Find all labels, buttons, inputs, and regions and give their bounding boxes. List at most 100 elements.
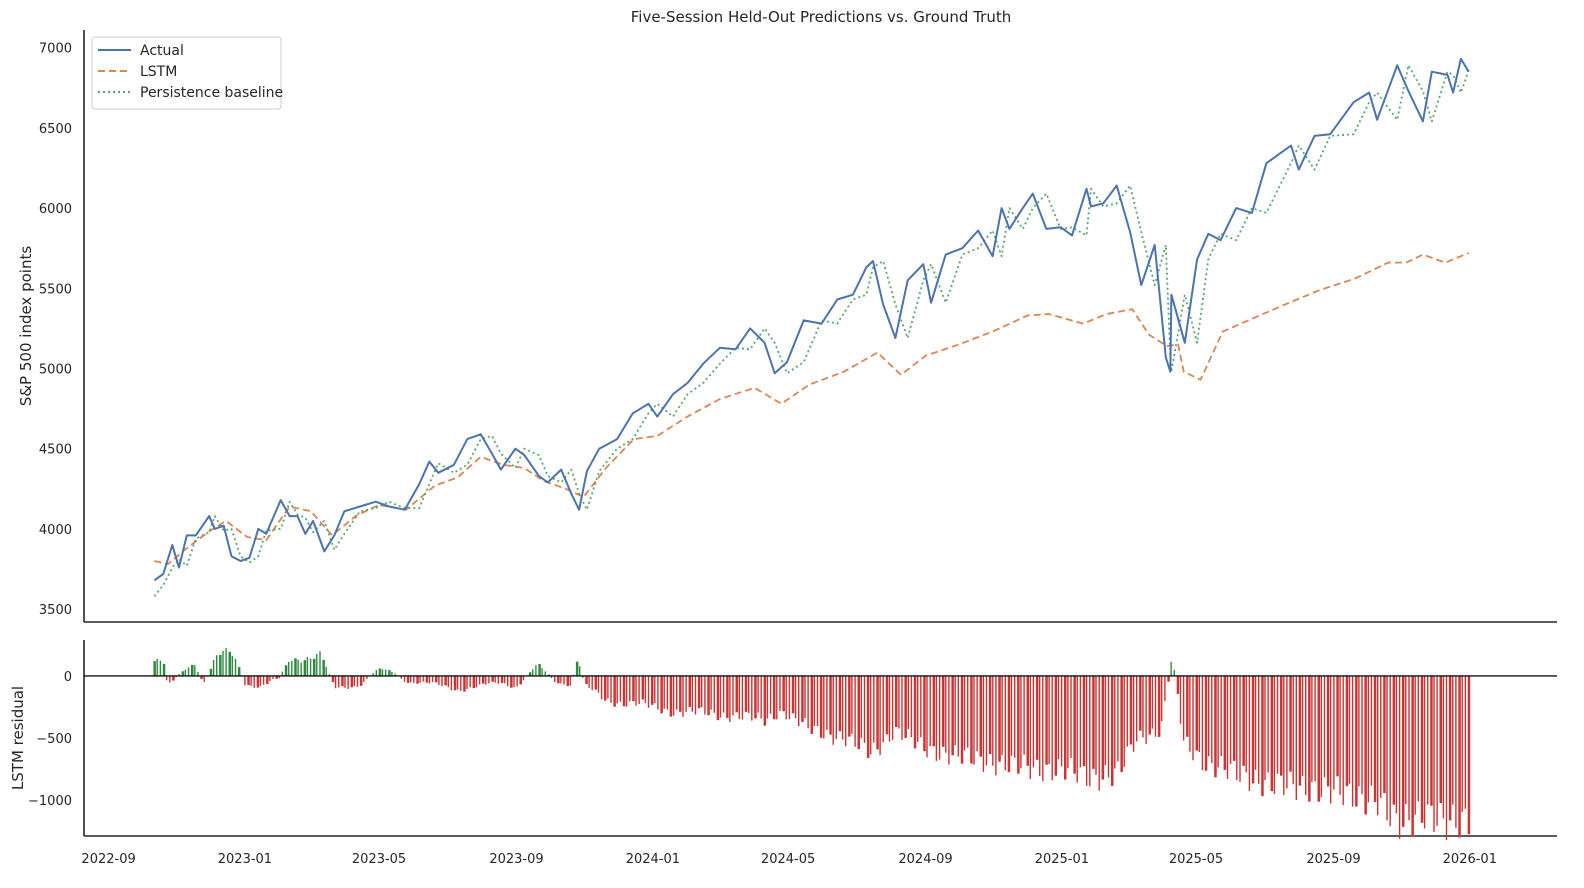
residual-bar — [739, 676, 740, 719]
residual-bar — [657, 676, 658, 710]
residual-bar — [416, 676, 419, 684]
residual-bar — [623, 676, 626, 706]
residual-bar — [1155, 676, 1156, 737]
residual-bar — [1005, 676, 1006, 770]
residual-bar — [247, 676, 250, 685]
residual-bar — [225, 648, 226, 676]
residual-bar — [679, 676, 682, 712]
residual-bar — [861, 676, 862, 738]
residual-bar — [463, 676, 466, 692]
residual-bar — [629, 676, 630, 701]
residual-bar — [1214, 676, 1217, 777]
chart-title: Five-Session Held-Out Predictions vs. Gr… — [631, 8, 1012, 26]
residual-bar — [1170, 662, 1171, 676]
residual-bar — [1427, 676, 1428, 804]
residual-bar — [510, 676, 512, 688]
residual-bar — [1048, 676, 1049, 764]
residual-bar — [770, 676, 771, 714]
residual-bar — [238, 667, 241, 676]
residual-bar — [1067, 676, 1068, 768]
residual-bar — [732, 676, 733, 716]
residual-bar — [1452, 676, 1453, 805]
residual-bar — [751, 676, 752, 721]
main-y-axis-label: S&P 500 index points — [17, 246, 35, 406]
residual-bar — [257, 676, 260, 688]
residual-bar — [610, 676, 611, 703]
residual-bar — [635, 676, 636, 706]
residual-bar — [992, 676, 993, 766]
residual-bar — [344, 676, 345, 688]
residual-bar — [645, 676, 646, 703]
residual-bar — [269, 676, 270, 681]
residual-bar — [654, 676, 655, 703]
x-tick-label: 2023-05 — [352, 852, 406, 867]
residual-bar — [410, 676, 411, 683]
residual-bar — [1130, 676, 1133, 745]
residual-bar — [1377, 676, 1378, 815]
residual-bar — [1089, 676, 1090, 786]
residual-bar — [579, 666, 580, 676]
x-tick-label: 2026-01 — [1443, 852, 1497, 867]
residual-bar — [1455, 676, 1456, 828]
residual-bar — [786, 676, 787, 719]
residual-bar — [632, 676, 635, 701]
residual-bar — [1105, 676, 1106, 765]
residual-bar — [1255, 676, 1256, 770]
residual-bar — [761, 676, 762, 719]
residual-bar — [836, 676, 837, 739]
residual-bar — [742, 676, 743, 720]
residual-bar — [1449, 676, 1452, 820]
residual-bar — [473, 676, 476, 688]
residual-bar — [570, 676, 571, 686]
residual-bar — [807, 676, 808, 728]
residual-bar — [1070, 676, 1071, 758]
residual-bar — [676, 676, 677, 710]
residual-bar — [291, 661, 292, 676]
residual-bar — [707, 676, 710, 715]
residual-bar — [457, 676, 458, 689]
residual-bar — [901, 676, 902, 740]
residual-bar — [723, 676, 724, 713]
residual-bar — [307, 657, 308, 676]
residual-bar — [1405, 676, 1406, 804]
residual-bar — [319, 651, 320, 676]
x-tick-label: 2022-09 — [81, 852, 135, 867]
residual-bar — [607, 676, 608, 699]
residual-bar — [560, 676, 561, 683]
residual-bar — [285, 665, 288, 676]
residual-bar — [842, 676, 843, 740]
residual-bar — [229, 652, 232, 676]
residual-bar — [1383, 676, 1386, 793]
residual-bar — [423, 676, 424, 682]
residual-bar — [1152, 676, 1153, 729]
residual-bar — [867, 676, 870, 758]
residual-bar — [914, 676, 917, 748]
residual-bar — [926, 676, 927, 757]
main-y-tick-label: 5000 — [39, 363, 72, 378]
residual-bar — [1058, 676, 1059, 759]
residual-bar — [479, 676, 480, 684]
residual-bar — [720, 676, 721, 718]
residual-bar — [848, 676, 851, 737]
residual-bar — [598, 676, 599, 693]
residual-bar — [745, 676, 748, 712]
legend-label: Persistence baseline — [140, 85, 283, 101]
legend-label: Actual — [140, 43, 184, 59]
residual-bar — [1080, 676, 1081, 767]
residual-bar — [1221, 676, 1222, 756]
residual-bar — [1001, 676, 1002, 755]
residual-bar — [441, 676, 442, 686]
residual-bar — [413, 676, 414, 683]
main-y-tick-label: 5500 — [39, 282, 72, 297]
residual-bar — [1361, 676, 1362, 794]
residual-bar — [1343, 676, 1344, 805]
residual-bar — [1033, 676, 1034, 767]
residual-bar — [961, 676, 964, 764]
residual-bar — [1202, 676, 1203, 770]
residual-bar — [964, 676, 965, 751]
residual-bar — [826, 676, 827, 730]
residual-bar — [1258, 676, 1259, 784]
residual-bar — [1374, 676, 1377, 802]
residual-bar — [1261, 676, 1264, 796]
